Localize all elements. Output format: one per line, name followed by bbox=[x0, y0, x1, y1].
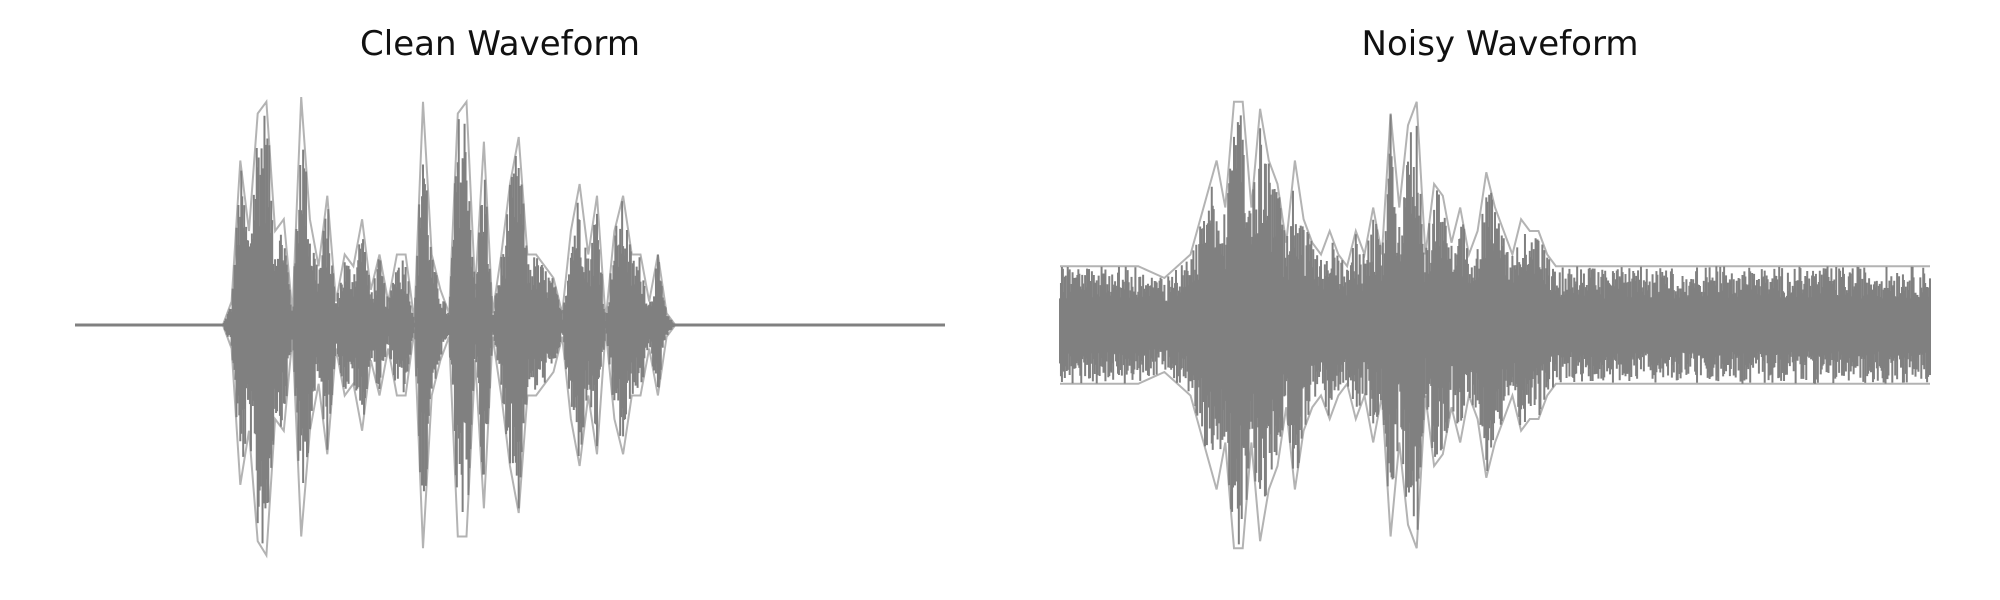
clean-waveform-plot bbox=[75, 96, 945, 559]
waveform-envelope-lower bbox=[1060, 370, 1930, 550]
noisy-waveform-plot bbox=[1059, 100, 1931, 550]
noisy-waveform-panel: Noisy Waveform bbox=[1000, 0, 2000, 600]
waveform-envelope-lower bbox=[75, 324, 945, 559]
clean-waveform-panel: Clean Waveform bbox=[75, 24, 945, 559]
noisy-waveform-title: Noisy Waveform bbox=[1361, 24, 1639, 64]
clean-waveform-title: Clean Waveform bbox=[360, 24, 640, 64]
waveform-envelope-upper bbox=[1060, 100, 1930, 280]
